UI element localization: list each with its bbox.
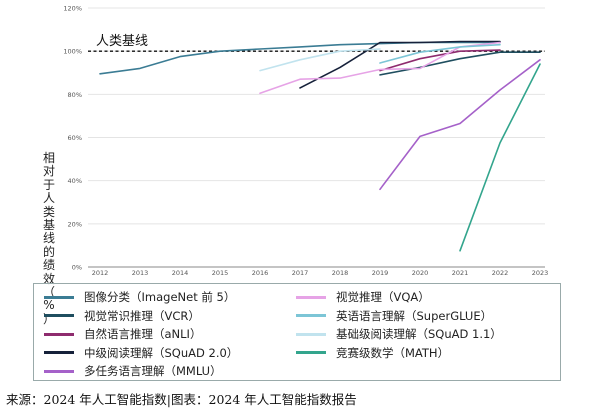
legend-item: 视觉推理（VQA） (296, 288, 430, 306)
series-line-4 (299, 40, 501, 89)
legend-item: 基础级阅读理解（SQuAD 1.1） (296, 325, 502, 343)
x-tick-label: 2013 (132, 269, 149, 277)
y-tick-label: 80% (68, 91, 82, 99)
legend-label: 自然语言推理（aNLI） (84, 327, 202, 342)
x-tick-label: 2019 (372, 269, 389, 277)
series-line-6 (259, 41, 501, 95)
x-tick-label: 2021 (452, 269, 469, 277)
y-tick-label: 40% (68, 177, 82, 185)
legend-swatch (44, 314, 74, 318)
legend-item: 自然语言推理（aNLI） (44, 325, 201, 343)
y-axis-label: 相对于人类基线的绩效（%） (42, 151, 55, 326)
x-tick-label: 2014 (172, 269, 189, 277)
x-tick-label: 2018 (332, 269, 349, 277)
legend-label: 视觉常识推理（VCR） (84, 308, 200, 323)
source-note: 来源：2024 年人工智能指数|图表：2024 年人工智能指数报告 (6, 392, 357, 407)
legend-swatch (44, 332, 74, 336)
y-tick-label: 100% (63, 48, 82, 56)
x-tick-label: 2022 (492, 269, 509, 277)
x-tick-label: 2016 (252, 269, 269, 277)
x-tick-label: 2023 (532, 269, 549, 277)
legend-item: 视觉常识推理（VCR） (44, 307, 200, 325)
y-tick-label: 0% (72, 264, 82, 272)
legend-swatch (296, 351, 326, 355)
legend-item: 多任务语言理解（MMLU） (44, 362, 222, 380)
x-tick-label: 2015 (212, 269, 229, 277)
legend-swatch (44, 295, 74, 299)
series-line-9 (459, 63, 541, 252)
legend-swatch (44, 369, 74, 373)
series-line-5 (379, 58, 541, 191)
legend-item: 竞赛级数学（MATH） (296, 344, 449, 362)
legend-swatch (296, 295, 326, 299)
legend-label: 英语语言理解（SuperGLUE） (336, 308, 493, 323)
series-line-8 (259, 48, 381, 72)
legend-item: 英语语言理解（SuperGLUE） (296, 307, 492, 325)
legend: 图像分类（ImageNet 前 5） 视觉常识推理（VCR） 自然语言推理（aNLI… (33, 283, 561, 381)
legend-swatch (296, 332, 326, 336)
legend-label: 基础级阅读理解（SQuAD 1.1） (336, 327, 502, 342)
x-tick-label: 2012 (92, 269, 109, 277)
series-line-7 (379, 43, 501, 64)
legend-label: 多任务语言理解（MMLU） (84, 364, 222, 379)
legend-item: 图像分类（ImageNet 前 5） (44, 288, 235, 306)
legend-swatch (44, 351, 74, 355)
y-tick-label: 120% (63, 5, 82, 13)
baseline-label: 人类基线 (96, 34, 148, 49)
x-tick-label: 2017 (292, 269, 309, 277)
y-tick-label: 20% (68, 220, 82, 228)
legend-label: 图像分类（ImageNet 前 5） (84, 290, 236, 304)
legend-label: 竞赛级数学（MATH） (336, 345, 450, 360)
legend-item: 中级阅读理解（SQuAD 2.0） (44, 344, 238, 362)
series-line-3 (379, 49, 501, 72)
y-tick-label: 60% (68, 134, 82, 142)
legend-swatch (296, 314, 326, 318)
legend-label: 视觉推理（VQA） (336, 290, 430, 304)
series-line-2 (379, 51, 541, 76)
x-tick-label: 2020 (412, 269, 429, 277)
legend-label: 中级阅读理解（SQuAD 2.0） (84, 345, 239, 360)
